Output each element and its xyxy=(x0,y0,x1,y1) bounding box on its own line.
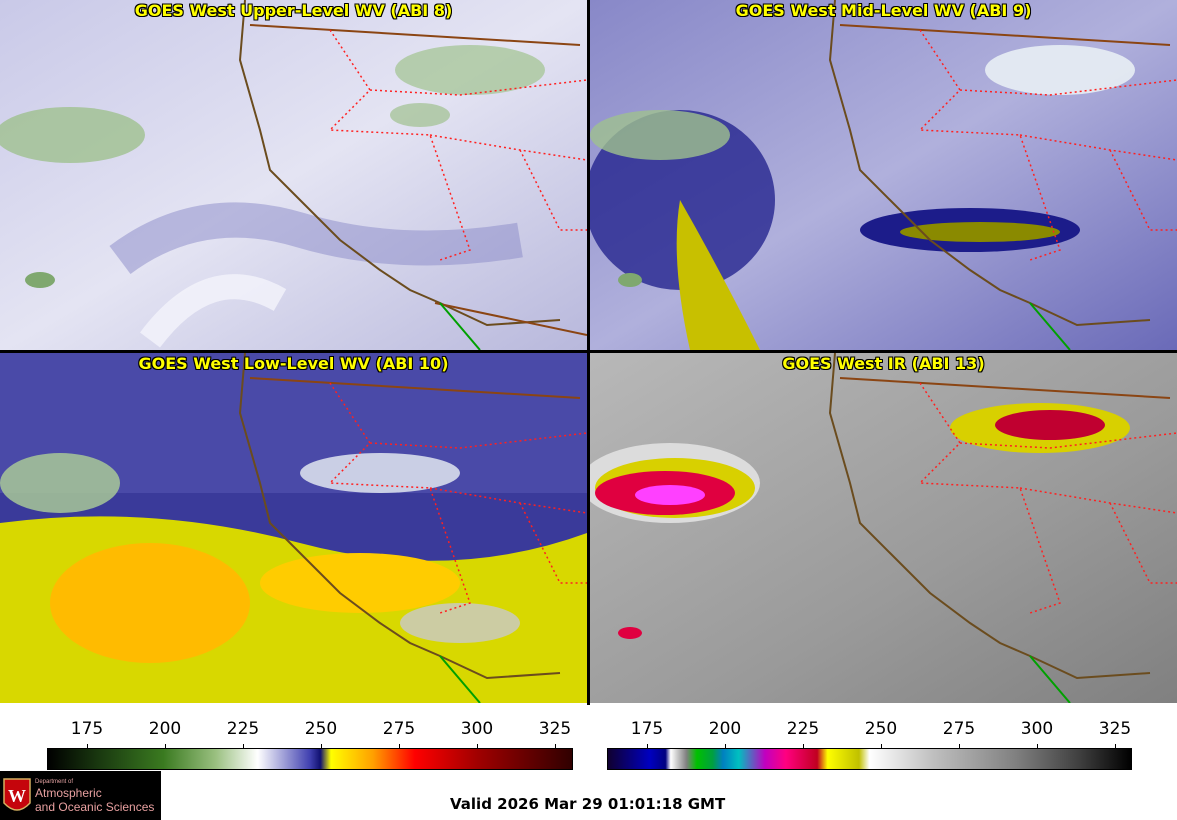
ir-tick-label: 300 xyxy=(1020,719,1054,739)
uw-crest-icon: W xyxy=(3,778,31,811)
ir-tick-mark xyxy=(803,744,804,749)
wv-tick-mark xyxy=(243,744,244,749)
panel-divider-horizontal xyxy=(0,350,1177,353)
wv-tick-label: 325 xyxy=(538,719,572,739)
logo-department-line: Department of xyxy=(35,779,74,785)
wv-colorbar xyxy=(47,748,573,770)
panel-title: GOES West Low-Level WV (ABI 10) xyxy=(138,354,449,373)
logo-name-line1: Atmospheric xyxy=(35,786,102,800)
wv-tick-mark xyxy=(477,744,478,749)
ir-tick-mark xyxy=(1115,744,1116,749)
wv-tick-label: 275 xyxy=(382,719,416,739)
ir-tick-label: 175 xyxy=(630,719,664,739)
wv-tick-label: 200 xyxy=(148,719,182,739)
ir-tick-mark xyxy=(959,744,960,749)
ir-colorbar xyxy=(607,748,1132,770)
panel-mid-level-wv: GOES West Mid-Level WV (ABI 9) xyxy=(590,0,1177,350)
logo-name-line2: and Oceanic Sciences xyxy=(35,800,155,814)
panel-title: GOES West Mid-Level WV (ABI 9) xyxy=(735,1,1032,20)
panel-upper-level-wv: GOES West Upper-Level WV (ABI 8) xyxy=(0,0,587,350)
wv-tick-mark xyxy=(165,744,166,749)
ir-tick-label: 275 xyxy=(942,719,976,739)
panel-title: GOES West Upper-Level WV (ABI 8) xyxy=(134,1,453,20)
ir-tick-label: 225 xyxy=(786,719,820,739)
ir-image xyxy=(590,353,1177,703)
mid-level-wv-image xyxy=(590,0,1177,350)
ir-tick-label: 325 xyxy=(1098,719,1132,739)
panel-low-level-wv: GOES West Low-Level WV (ABI 10) xyxy=(0,353,587,703)
wv-tick-label: 225 xyxy=(226,719,260,739)
wv-tick-label: 175 xyxy=(70,719,104,739)
svg-text:W: W xyxy=(8,786,26,806)
wv-tick-label: 300 xyxy=(460,719,494,739)
ir-tick-label: 200 xyxy=(708,719,742,739)
low-level-wv-image xyxy=(0,353,587,703)
ir-tick-label: 250 xyxy=(864,719,898,739)
ir-tick-mark xyxy=(1037,744,1038,749)
aos-logo[interactable]: W Department of Atmospheric and Oceanic … xyxy=(0,771,161,820)
wv-tick-label: 250 xyxy=(304,719,338,739)
colorbar-area: 175 200 225 250 275 300 325 175 200 225 … xyxy=(0,705,1177,820)
wv-tick-mark xyxy=(399,744,400,749)
ir-tick-mark xyxy=(881,744,882,749)
upper-level-wv-image xyxy=(0,0,587,350)
panel-ir: GOES West IR (ABI 13) xyxy=(590,353,1177,703)
ir-tick-mark xyxy=(647,744,648,749)
wv-tick-mark xyxy=(321,744,322,749)
ir-tick-mark xyxy=(725,744,726,749)
wv-tick-mark xyxy=(87,744,88,749)
valid-time-text: Valid 2026 Mar 29 01:01:18 GMT xyxy=(450,795,726,813)
wv-tick-mark xyxy=(555,744,556,749)
panel-title: GOES West IR (ABI 13) xyxy=(782,354,985,373)
